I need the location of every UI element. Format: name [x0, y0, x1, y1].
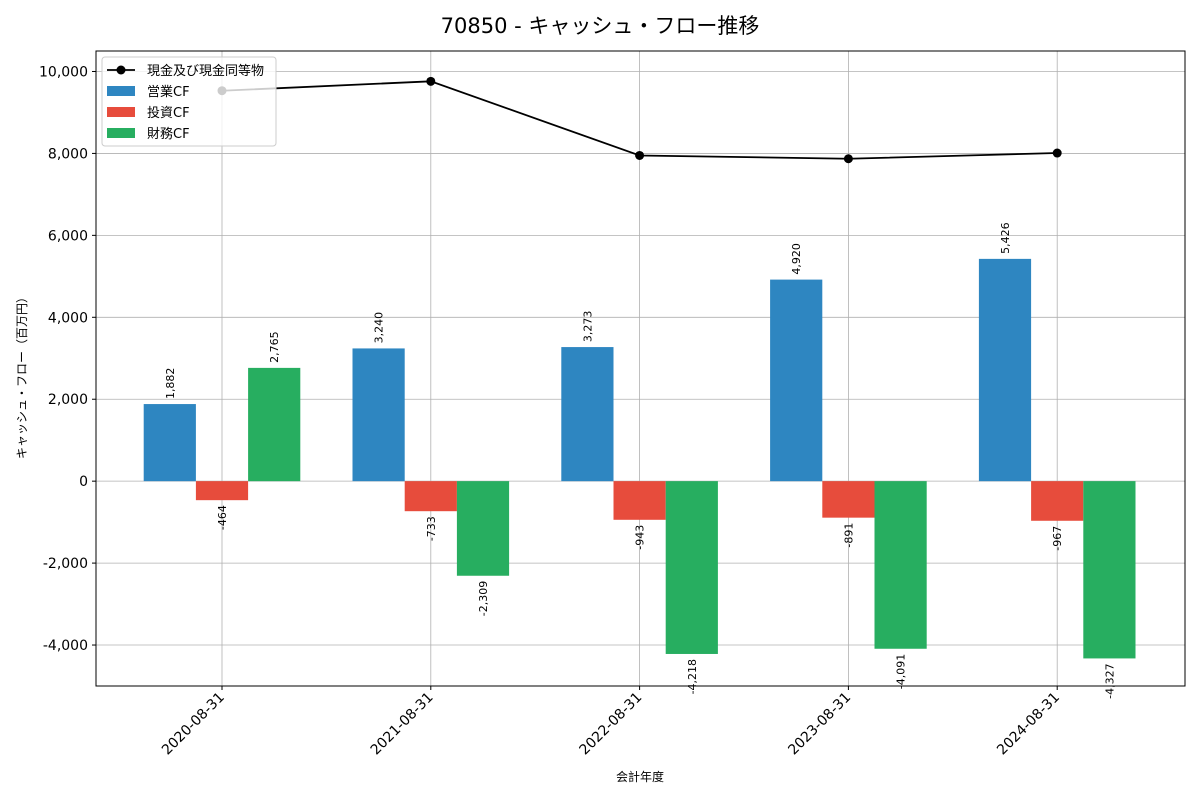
bar-data-label: -891	[842, 523, 855, 548]
cash-line-point	[426, 76, 436, 86]
cash-line	[217, 76, 1062, 164]
legend-label: 営業CF	[147, 84, 190, 100]
bar-data-label: 3,240	[373, 312, 386, 344]
legend-color-swatch	[107, 107, 135, 117]
bar-data-label: 4,920	[790, 243, 803, 275]
y-axis-label: キャッシュ・フロー（百万円）	[15, 291, 29, 459]
legend-color-swatch	[107, 128, 135, 138]
bar-data-label: 3,273	[581, 311, 594, 343]
chart-title: 70850 - キャッシュ・フロー推移	[441, 14, 760, 38]
bar	[456, 481, 510, 576]
bar-data-label: 2,765	[268, 331, 281, 363]
y-tick-label: 2,000	[48, 392, 88, 408]
y-tick-label: 8,000	[48, 146, 88, 162]
bar	[665, 481, 718, 654]
bar-data-label: -943	[634, 525, 647, 550]
y-tick-label: 0	[79, 474, 88, 490]
bar	[248, 367, 301, 482]
bar	[1083, 481, 1136, 659]
bar	[874, 481, 927, 649]
bar	[352, 348, 405, 482]
x-tick-label: 2024-08-31	[994, 690, 1063, 759]
x-tick-label: 2023-08-31	[785, 690, 854, 759]
bar	[770, 279, 823, 482]
x-tick-label: 2021-08-31	[368, 690, 437, 759]
cash-line-point	[843, 154, 853, 164]
bars	[143, 258, 1136, 659]
legend-box	[101, 56, 277, 147]
legend-label: 投資CF	[147, 105, 190, 121]
bar-data-label: -464	[216, 505, 229, 530]
y-tick-label: 6,000	[48, 228, 88, 244]
bar	[195, 481, 249, 501]
bar-data-label: -4,091	[895, 654, 908, 689]
bar	[978, 258, 1032, 482]
plot-frame	[95, 50, 1186, 687]
y-tick-label: -4,000	[43, 638, 88, 654]
bar-data-label: -2,309	[477, 581, 490, 616]
legend-color-swatch	[107, 86, 135, 96]
x-axis-label: 会計年度	[616, 769, 664, 784]
bar-data-label: -967	[1051, 526, 1064, 551]
cash-line-point	[635, 150, 645, 160]
bar-data-label: 5,426	[999, 222, 1012, 254]
bar	[561, 347, 614, 482]
bar	[404, 481, 457, 512]
y-tick-label: 10,000	[39, 64, 88, 80]
cash-line-point	[1052, 148, 1062, 158]
bar	[1031, 481, 1084, 521]
bar-data-label: 1,882	[164, 368, 177, 400]
y-tick-label: 4,000	[48, 310, 88, 326]
bar	[143, 404, 196, 482]
legend-marker-swatch	[116, 65, 126, 75]
bar	[822, 481, 875, 518]
bar-data-label: -4,218	[686, 659, 699, 694]
x-tick-label: 2020-08-31	[159, 690, 228, 759]
data-labels: 1,882 3,240 3,273 4,920 5,426 -464 -733 -943 -89…	[164, 222, 1117, 699]
y-tick-label: -2,000	[43, 556, 88, 572]
bar	[613, 481, 666, 520]
bar-data-label: -4,327	[1103, 663, 1116, 698]
x-tick-label: 2022-08-31	[577, 690, 646, 759]
legend-label: 財務CF	[147, 127, 190, 142]
legend-label: 現金及び現金同等物	[147, 63, 264, 79]
bar-data-label: -733	[425, 516, 438, 541]
